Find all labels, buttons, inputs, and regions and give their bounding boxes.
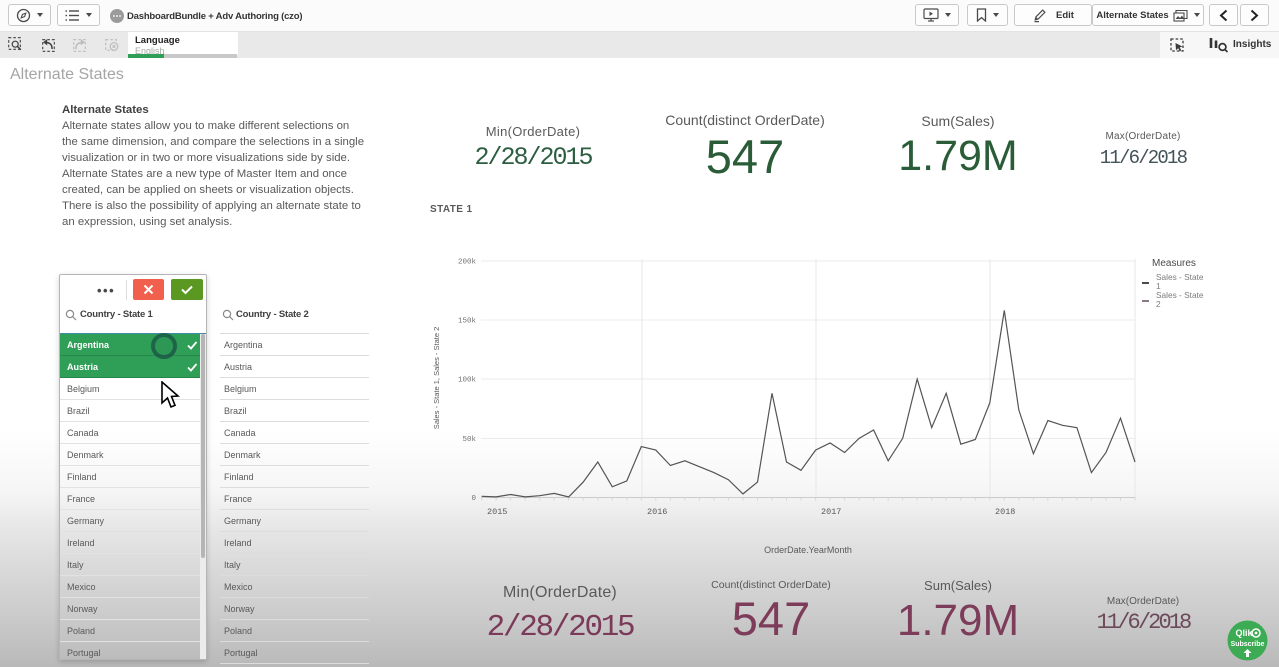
svg-text:50k: 50k: [462, 436, 476, 444]
svg-text:Sales - State 1, Sales - State: Sales - State 1, Sales - State 2: [432, 327, 441, 430]
svg-text:2016: 2016: [647, 507, 667, 517]
svg-text:100k: 100k: [458, 377, 477, 385]
svg-text:OrderDate.YearMonth: OrderDate.YearMonth: [764, 545, 852, 555]
svg-text:0: 0: [471, 495, 476, 503]
svg-text:1: 1: [1156, 281, 1161, 291]
svg-text:Sales - State: Sales - State: [1156, 290, 1204, 300]
svg-text:2: 2: [1156, 299, 1161, 309]
svg-text:Subscribe: Subscribe: [1231, 641, 1265, 648]
svg-text:200k: 200k: [458, 259, 477, 267]
svg-text:Sales - State: Sales - State: [1156, 272, 1204, 282]
svg-text:Qlik: Qlik: [1235, 628, 1253, 638]
svg-text:Measures: Measures: [1152, 258, 1196, 269]
svg-text:2015: 2015: [487, 507, 507, 517]
svg-text:150k: 150k: [458, 318, 477, 326]
svg-text:2017: 2017: [821, 507, 841, 517]
svg-text:2018: 2018: [995, 507, 1015, 517]
